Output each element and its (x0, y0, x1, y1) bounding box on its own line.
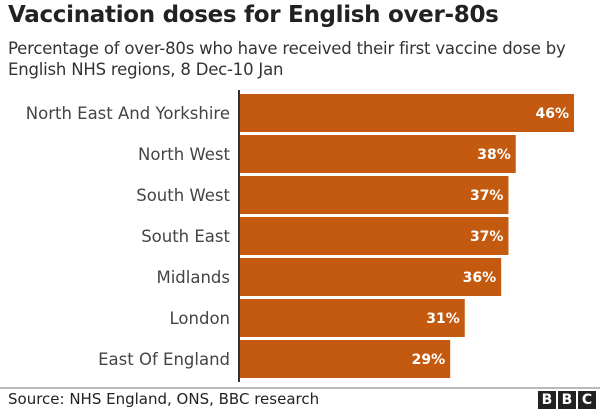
category-label: South West (136, 186, 230, 205)
chart-subtitle: Percentage of over-80s who have received… (8, 39, 566, 79)
category-label: North East And Yorkshire (26, 104, 230, 123)
bar (239, 340, 451, 378)
category-label: East Of England (98, 350, 230, 369)
value-label: 38% (477, 147, 511, 163)
category-label: London (170, 309, 230, 328)
category-label: North West (138, 145, 230, 164)
bar (239, 217, 509, 255)
bar (239, 135, 516, 173)
bar (239, 299, 465, 337)
bar (239, 176, 509, 214)
bar-chart: North East And Yorkshire 46% North West 38%… (26, 90, 574, 382)
bar (239, 258, 502, 296)
value-label: 37% (470, 229, 504, 245)
footer-divider (0, 387, 600, 389)
category-label: Midlands (156, 268, 230, 287)
category-label: South East (141, 227, 230, 246)
value-label: 37% (470, 188, 504, 204)
source-note: Source: NHS England, ONS, BBC research (8, 390, 320, 408)
value-label: 36% (463, 270, 497, 286)
value-label: 46% (535, 106, 569, 122)
value-label: 31% (426, 311, 460, 327)
bar (239, 94, 574, 132)
chart-title: Vaccination doses for English over-80s (8, 2, 499, 28)
value-label: 29% (412, 352, 446, 368)
